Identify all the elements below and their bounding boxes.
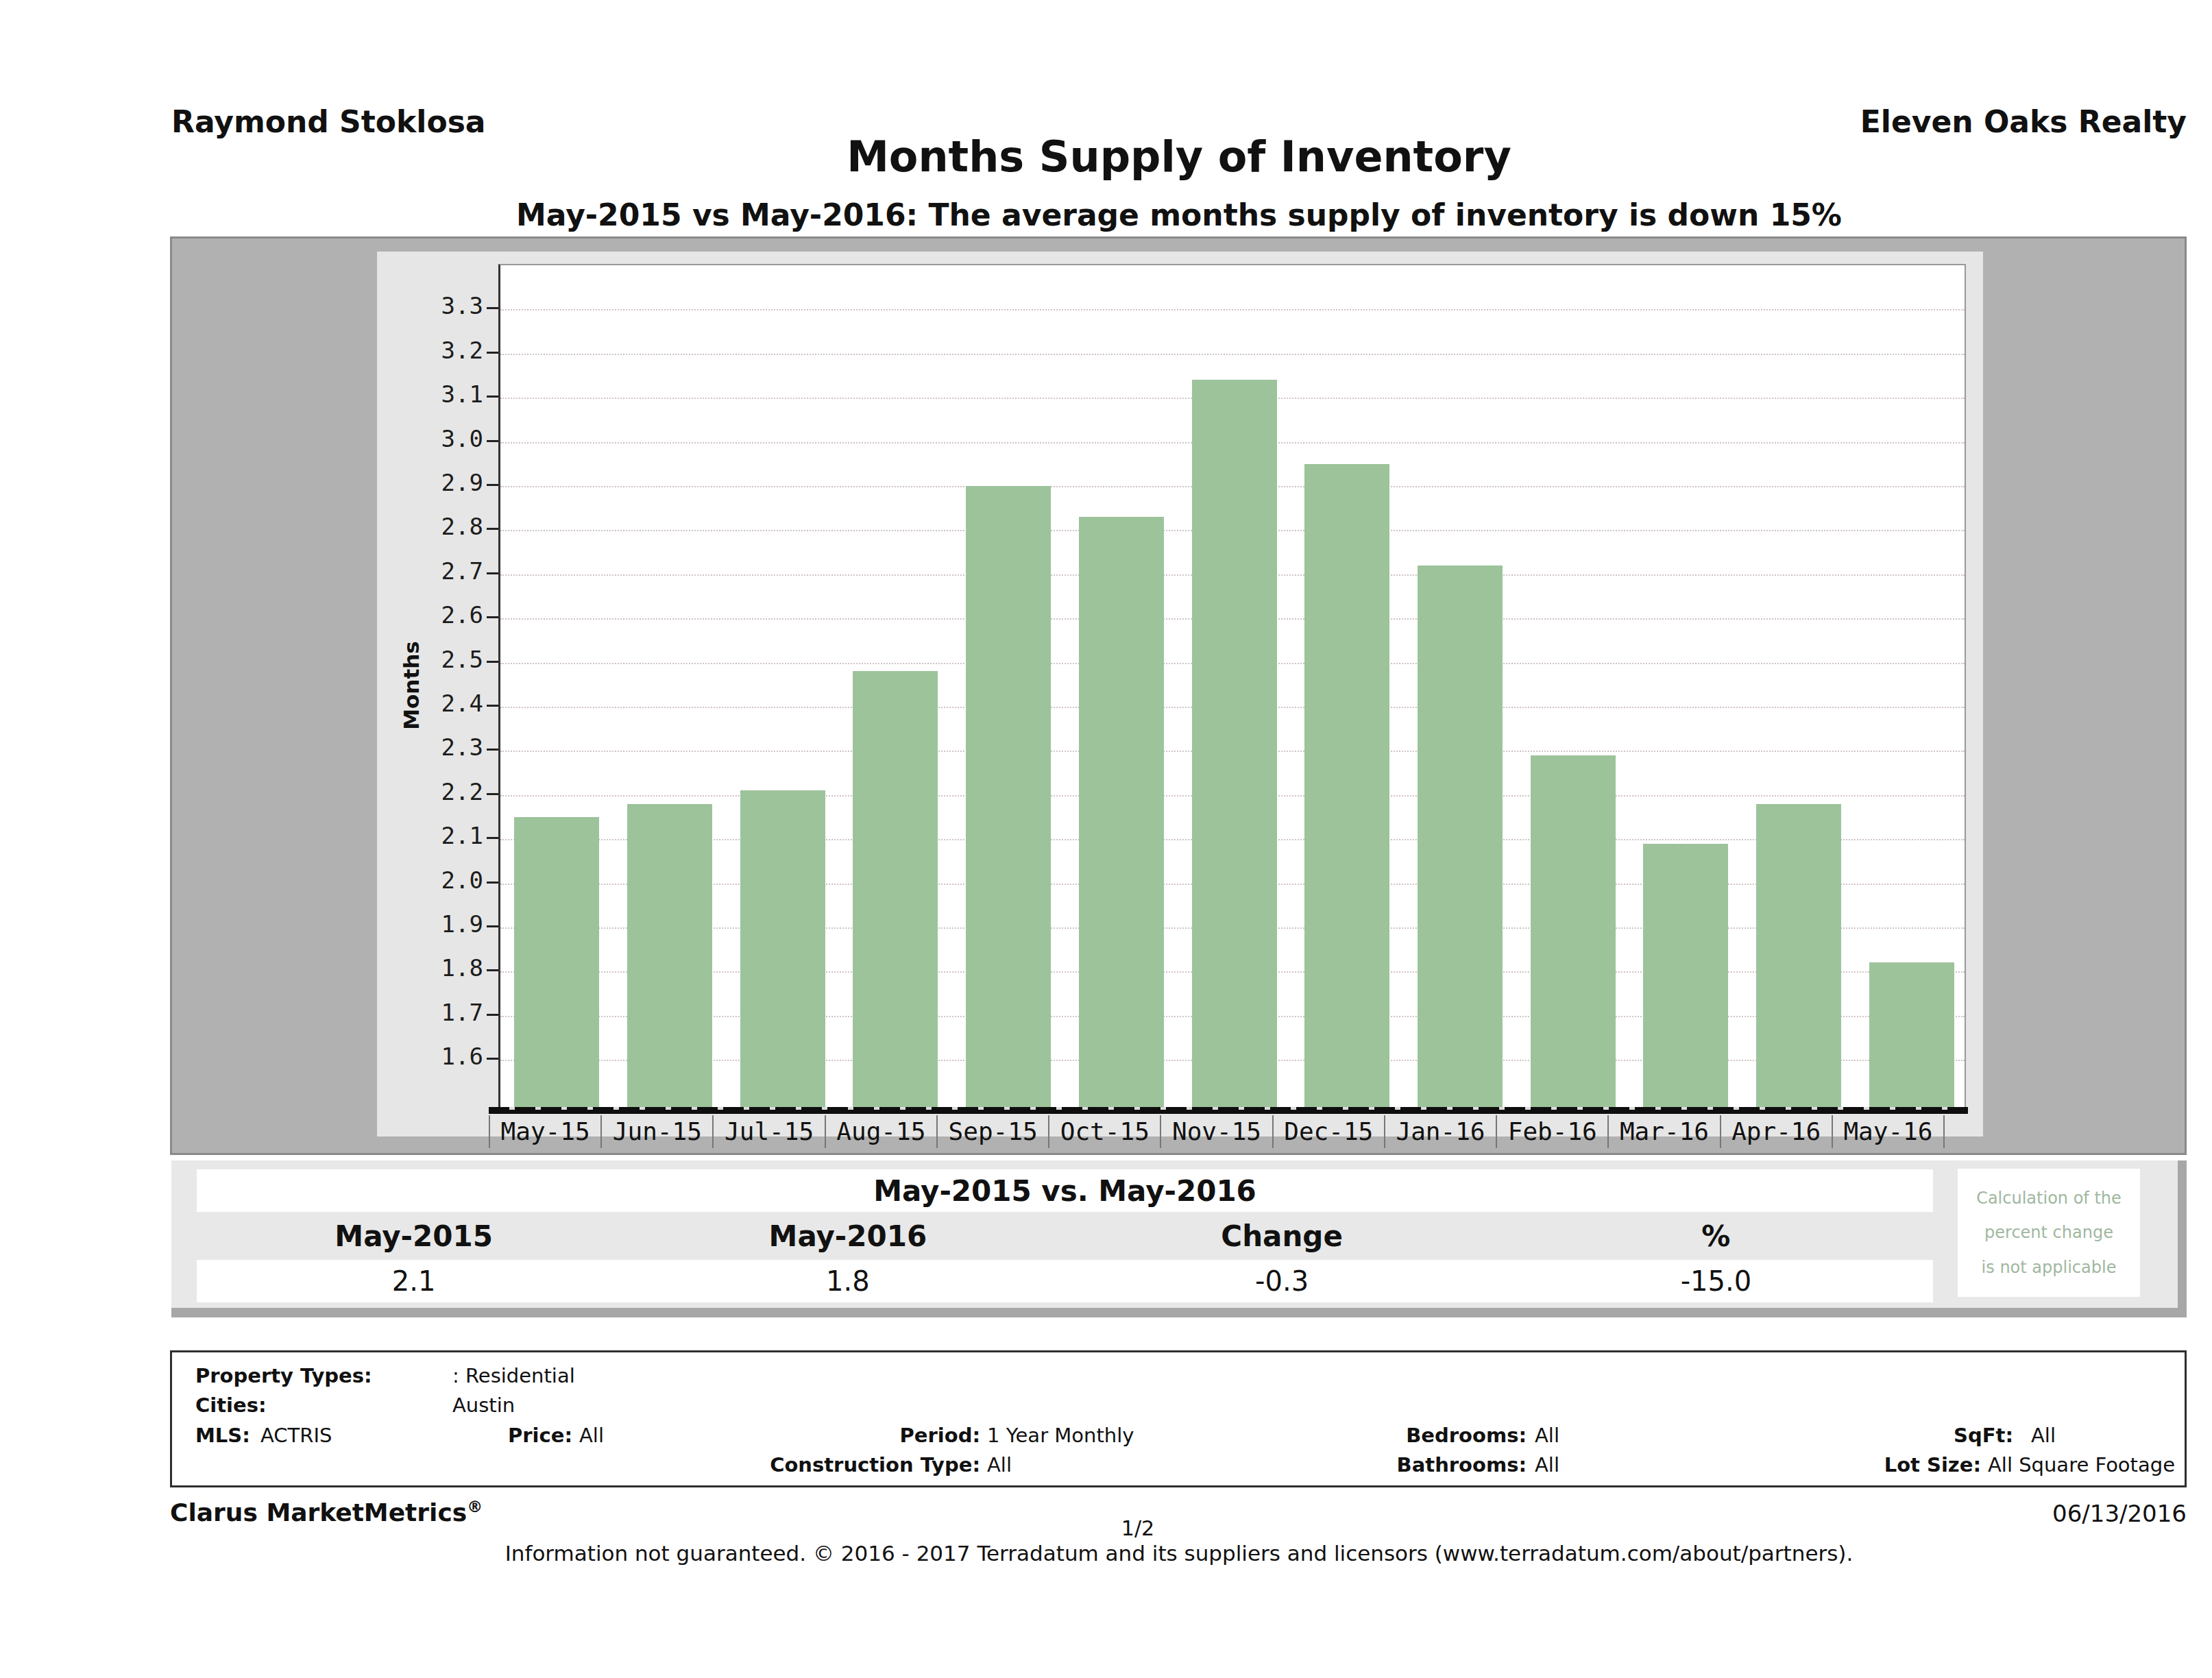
bar-Jul-15: [740, 790, 825, 1108]
y-tick-mark: [487, 484, 498, 486]
y-tick-label: 2.7: [391, 557, 483, 585]
y-tick-label: 3.2: [391, 337, 483, 364]
gridline: [500, 309, 1965, 311]
comparison-title: May-2015 vs. May-2016: [197, 1169, 1933, 1212]
value-may-2016: 1.8: [631, 1265, 1065, 1297]
report-page: Raymond Stoklosa Eleven Oaks Realty Mont…: [0, 0, 2212, 1678]
y-tick-label: 1.8: [391, 954, 483, 982]
y-tick-label: 1.6: [391, 1043, 483, 1070]
y-tick-mark: [487, 352, 498, 354]
value-percent: -15.0: [1499, 1265, 1933, 1297]
criteria-box: Property Types: : Residential Cities: Au…: [170, 1350, 2187, 1487]
y-tick-label: 3.0: [391, 425, 483, 452]
report-date: 06/13/2016: [2052, 1500, 2187, 1527]
sqft: SqFt:: [1954, 1424, 2013, 1447]
bedrooms: Bedrooms:: [1406, 1424, 1527, 1447]
value-may-2015: 2.1: [197, 1265, 631, 1297]
y-tick-mark: [487, 749, 498, 751]
y-tick-mark: [487, 307, 498, 309]
y-tick-mark: [487, 396, 498, 398]
y-tick-label: 2.1: [391, 822, 483, 849]
page-number: 1/2: [130, 1516, 2146, 1540]
y-tick-label: 2.4: [391, 690, 483, 717]
x-tick-label: Sep-15: [936, 1115, 1048, 1148]
cities: Cities:: [195, 1394, 267, 1417]
bar-Nov-15: [1192, 380, 1277, 1108]
lot-size: Lot Size:: [1884, 1453, 1981, 1476]
chart-panel: Months May-15Jun-15Jul-15Aug-15Sep-15Oct…: [377, 252, 1983, 1136]
bar-May-16: [1869, 962, 1954, 1108]
bar-Aug-15: [853, 671, 938, 1108]
x-tick-label: Jan-16: [1384, 1115, 1496, 1148]
bar-Apr-16: [1756, 804, 1841, 1108]
column-header: May-2016: [631, 1219, 1065, 1253]
y-tick-mark: [487, 881, 498, 884]
x-tick-label: May-15: [489, 1115, 600, 1148]
value-change: -0.3: [1065, 1265, 1499, 1297]
report-subtitle: May-2015 vs May-2016: The average months…: [171, 197, 2187, 232]
y-tick-mark: [487, 793, 498, 795]
column-header: May-2015: [197, 1219, 631, 1253]
comparison-data-row: 2.1 1.8 -0.3 -15.0: [197, 1260, 1933, 1302]
bar-May-15: [514, 817, 599, 1108]
bar-Sep-15: [966, 486, 1051, 1108]
y-tick-label: 2.0: [391, 866, 483, 894]
y-tick-label: 2.3: [391, 733, 483, 761]
y-tick-mark: [487, 969, 498, 971]
x-tick-label: Feb-16: [1496, 1115, 1607, 1148]
x-tick-label: Dec-15: [1272, 1115, 1384, 1148]
mls: MLS:: [195, 1424, 250, 1447]
x-tick-label: Aug-15: [825, 1115, 936, 1148]
x-tick-label: May-16: [1832, 1115, 1945, 1148]
x-axis-line: [489, 1107, 1968, 1114]
comparison-header-row: May-2015 May-2016 Change %: [197, 1212, 1933, 1260]
column-header: Change: [1065, 1219, 1499, 1253]
percent-change-note: Calculation of the percent change is not…: [1958, 1169, 2140, 1297]
y-tick-mark: [487, 837, 498, 839]
y-tick-label: 1.7: [391, 999, 483, 1026]
y-tick-mark: [487, 1058, 498, 1060]
column-header: %: [1499, 1219, 1933, 1253]
x-axis-labels: May-15Jun-15Jul-15Aug-15Sep-15Oct-15Nov-…: [489, 1115, 1945, 1148]
bathrooms: Bathrooms:: [1397, 1453, 1527, 1476]
period: Period:: [900, 1424, 980, 1447]
chart-frame: Months May-15Jun-15Jul-15Aug-15Sep-15Oct…: [170, 236, 2187, 1155]
y-tick-mark: [487, 925, 498, 927]
x-tick-label: Apr-16: [1720, 1115, 1832, 1148]
construction-type: Construction Type:: [770, 1453, 980, 1476]
y-tick-label: 3.1: [391, 380, 483, 408]
plot-area: [498, 264, 1966, 1107]
y-tick-mark: [487, 616, 498, 618]
price: Price:: [508, 1424, 572, 1447]
y-tick-label: 3.3: [391, 292, 483, 319]
x-tick-label: Jun-15: [600, 1115, 712, 1148]
bar-Dec-15: [1304, 464, 1389, 1108]
y-tick-mark: [487, 528, 498, 530]
comparison-table: May-2015 vs. May-2016 May-2015 May-2016 …: [171, 1160, 2187, 1317]
disclaimer: Information not guaranteed. © 2016 - 201…: [171, 1541, 2187, 1566]
x-tick-label: Oct-15: [1048, 1115, 1160, 1148]
x-tick-label: Mar-16: [1607, 1115, 1719, 1148]
gridline: [500, 354, 1965, 355]
y-tick-mark: [487, 440, 498, 442]
y-tick-mark: [487, 572, 498, 574]
y-tick-mark: [487, 661, 498, 663]
x-tick-label: Nov-15: [1160, 1115, 1272, 1148]
y-tick-label: 1.9: [391, 910, 483, 938]
y-tick-label: 2.6: [391, 601, 483, 629]
bar-Mar-16: [1643, 844, 1728, 1108]
y-tick-label: 2.5: [391, 646, 483, 673]
x-tick-label: Jul-15: [712, 1115, 824, 1148]
y-tick-label: 2.2: [391, 778, 483, 805]
property-types: Property Types:: [195, 1364, 372, 1387]
y-tick-mark: [487, 1014, 498, 1016]
bar-Oct-15: [1079, 517, 1164, 1108]
bar-Feb-16: [1531, 755, 1616, 1108]
bar-Jan-16: [1418, 566, 1503, 1108]
y-tick-label: 2.8: [391, 513, 483, 540]
bar-Jun-15: [627, 804, 712, 1108]
y-tick-mark: [487, 705, 498, 707]
y-tick-label: 2.9: [391, 469, 483, 496]
report-title: Months Supply of Inventory: [171, 132, 2187, 182]
